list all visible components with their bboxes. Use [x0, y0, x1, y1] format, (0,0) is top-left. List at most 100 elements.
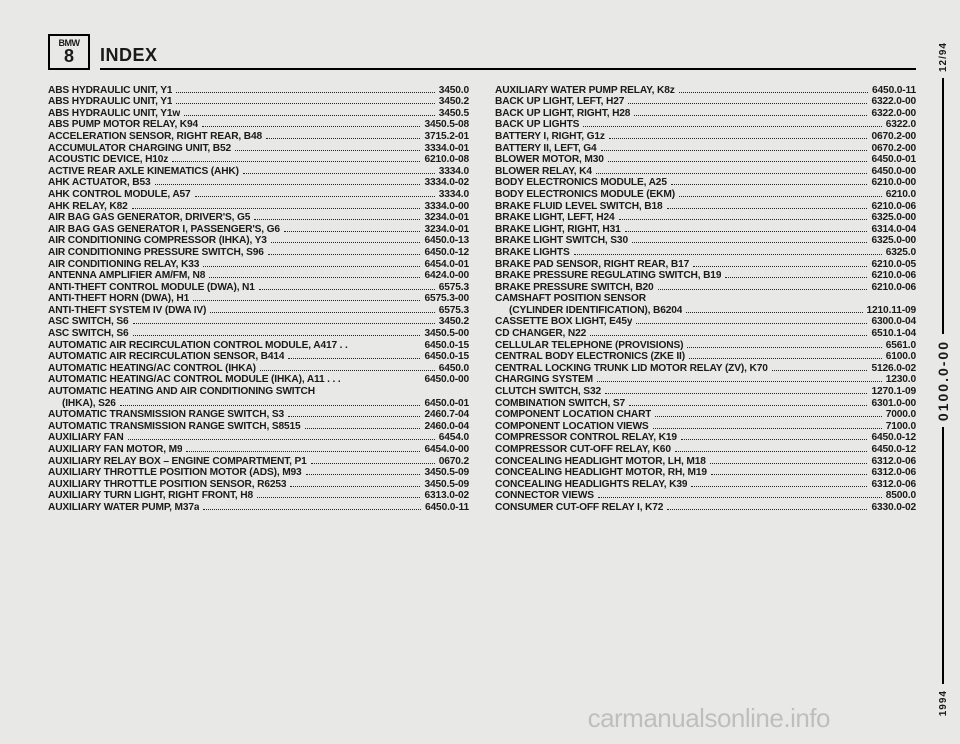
index-row: COMPONENT LOCATION CHART7000.0 — [495, 409, 916, 420]
index-ref: 3715.2-01 — [424, 131, 469, 142]
leader-dots — [681, 439, 868, 440]
index-ref: 6450.0-12 — [424, 247, 469, 258]
index-ref: 3334.0-02 — [424, 177, 469, 188]
index-row: BACK UP LIGHT, RIGHT, H286322.0-00 — [495, 108, 916, 119]
index-label: BODY ELECTRONICS MODULE (EKM) — [495, 189, 675, 200]
index-row: ANTI-THEFT SYSTEM IV (DWA IV)6575.3 — [48, 305, 469, 316]
index-row: BRAKE PAD SENSOR, RIGHT REAR, B176210.0-… — [495, 259, 916, 270]
index-label: CENTRAL LOCKING TRUNK LID MOTOR RELAY (Z… — [495, 363, 768, 374]
leader-dots — [679, 196, 882, 197]
index-row: CLUTCH SWITCH, S321270.1-09 — [495, 386, 916, 397]
index-row: CONCEALING HEADLIGHTS RELAY, K396312.0-0… — [495, 479, 916, 490]
index-ref: 6325.0-00 — [871, 212, 916, 223]
leader-dots — [671, 184, 868, 185]
leader-dots — [632, 242, 867, 243]
index-ref: 3450.5-09 — [424, 467, 469, 478]
index-label: ACCELERATION SENSOR, RIGHT REAR, B48 — [48, 131, 262, 142]
index-label: COMPRESSOR CUT-OFF RELAY, K60 — [495, 444, 671, 455]
leader-dots — [634, 115, 867, 116]
index-ref: 6210.0-00 — [871, 177, 916, 188]
index-ref: 6322.0-00 — [871, 96, 916, 107]
leader-dots — [203, 509, 421, 510]
index-label: BRAKE PRESSURE SWITCH, B20 — [495, 282, 654, 293]
leader-dots — [691, 486, 867, 487]
leader-dots — [210, 312, 434, 313]
page-title: INDEX — [100, 45, 916, 70]
index-row: COMPRESSOR CUT-OFF RELAY, K606450.0-12 — [495, 444, 916, 455]
leader-dots — [203, 266, 420, 267]
index-row: CHARGING SYSTEM1230.0 — [495, 374, 916, 385]
index-row: BRAKE PRESSURE SWITCH, B206210.0-06 — [495, 282, 916, 293]
leader-dots — [625, 231, 868, 232]
index-row: AUTOMATIC HEATING/AC CONTROL MODULE (IHK… — [48, 374, 469, 385]
index-columns: ABS HYDRAULIC UNIT, Y13450.0ABS HYDRAULI… — [48, 84, 916, 514]
index-ref: 6301.0-00 — [871, 398, 916, 409]
leader-dots — [605, 393, 867, 394]
index-row: AIR CONDITIONING PRESSURE SWITCH, S96645… — [48, 247, 469, 258]
index-label: CENTRAL BODY ELECTRONICS (ZKE II) — [495, 351, 685, 362]
index-label: CONCEALING HEADLIGHT MOTOR, RH, M19 — [495, 467, 707, 478]
index-row: ABS PUMP MOTOR RELAY, K94 3450.5-08 — [48, 119, 469, 130]
leader-dots — [686, 312, 862, 313]
index-ref: 6210.0-06 — [871, 270, 916, 281]
index-label: BRAKE PRESSURE REGULATING SWITCH, B19 — [495, 270, 721, 281]
leader-dots — [679, 92, 868, 93]
leader-dots — [120, 405, 421, 406]
index-ref: 3450.5 — [439, 108, 469, 119]
index-ref: 6313.0-02 — [424, 490, 469, 501]
leader-dots — [290, 486, 420, 487]
side-line — [942, 78, 944, 334]
leader-dots — [202, 126, 420, 127]
index-row: ACCUMULATOR CHARGING UNIT, B523334.0-01 — [48, 143, 469, 154]
watermark: carmanualsonline.info — [588, 703, 830, 734]
leader-dots — [667, 208, 868, 209]
leader-dots — [305, 428, 421, 429]
index-label: BATTERY II, LEFT, G4 — [495, 143, 597, 154]
index-ref: 3334.0-00 — [424, 201, 469, 212]
index-ref: 6450.0-15 — [424, 340, 469, 351]
leader-dots — [132, 208, 421, 209]
index-label: AUTOMATIC AIR RECIRCULATION CONTROL MODU… — [48, 340, 348, 351]
index-ref: 6314.0-04 — [871, 224, 916, 235]
leader-dots — [609, 138, 868, 139]
index-label: ABS HYDRAULIC UNIT, Y1 — [48, 96, 172, 107]
index-row: COMPONENT LOCATION VIEWS7100.0 — [495, 421, 916, 432]
side-line — [942, 427, 944, 683]
index-ref: 6330.0-02 — [871, 502, 916, 513]
leader-dots — [629, 405, 867, 406]
index-label: ANTI-THEFT HORN (DWA), H1 — [48, 293, 189, 304]
index-label: AUXILIARY THROTTLE POSITION MOTOR (ADS),… — [48, 467, 302, 478]
index-ref: 3334.0 — [439, 189, 469, 200]
index-ref: 6450.0-01 — [424, 398, 469, 409]
index-label: ANTI-THEFT CONTROL MODULE (DWA), N1 — [48, 282, 255, 293]
index-row: ABS HYDRAULIC UNIT, Y13450.2 — [48, 96, 469, 107]
index-row: BRAKE LIGHT, LEFT, H246325.0-00 — [495, 212, 916, 223]
index-label: COMBINATION SWITCH, S7 — [495, 398, 625, 409]
index-row: BODY ELECTRONICS MODULE (EKM) 6210.0 — [495, 189, 916, 200]
index-label: COMPRESSOR CONTROL RELAY, K19 — [495, 432, 677, 443]
index-row: AUXILIARY THROTTLE POSITION MOTOR (ADS),… — [48, 467, 469, 478]
index-label: AHK ACTUATOR, B53 — [48, 177, 151, 188]
leader-dots — [598, 497, 882, 498]
index-ref: 6210.0-06 — [871, 201, 916, 212]
index-row: AHK CONTROL MODULE, A573334.0 — [48, 189, 469, 200]
index-row: ACCELERATION SENSOR, RIGHT REAR, B48 3715… — [48, 131, 469, 142]
index-ref: 6210.0 — [886, 189, 916, 200]
index-label: AUXILIARY RELAY BOX – ENGINE COMPARTMENT… — [48, 456, 307, 467]
index-row: BRAKE LIGHTS6325.0 — [495, 247, 916, 258]
index-ref: 3334.0 — [439, 166, 469, 177]
index-label: ABS PUMP MOTOR RELAY, K94 — [48, 119, 198, 130]
index-row: COMBINATION SWITCH, S7 6301.0-00 — [495, 398, 916, 409]
index-ref: 6300.0-04 — [871, 316, 916, 327]
leader-dots — [772, 370, 868, 371]
index-row: ACOUSTIC DEVICE, H10z6210.0-08 — [48, 154, 469, 165]
index-ref: 6450.0-01 — [871, 154, 916, 165]
index-ref: 6312.0-06 — [871, 479, 916, 490]
index-ref: 6450.0-00 — [424, 374, 469, 385]
index-row: CASSETTE BOX LIGHT, E45y6300.0-04 — [495, 316, 916, 327]
index-row: AUTOMATIC AIR RECIRCULATION CONTROL MODU… — [48, 340, 469, 351]
index-row: AUXILIARY THROTTLE POSITION SENSOR, R625… — [48, 479, 469, 490]
index-label: BRAKE PAD SENSOR, RIGHT REAR, B17 — [495, 259, 689, 270]
index-row: ABS HYDRAULIC UNIT, Y1w3450.5 — [48, 108, 469, 119]
index-ref: 3450.5-08 — [424, 119, 469, 130]
